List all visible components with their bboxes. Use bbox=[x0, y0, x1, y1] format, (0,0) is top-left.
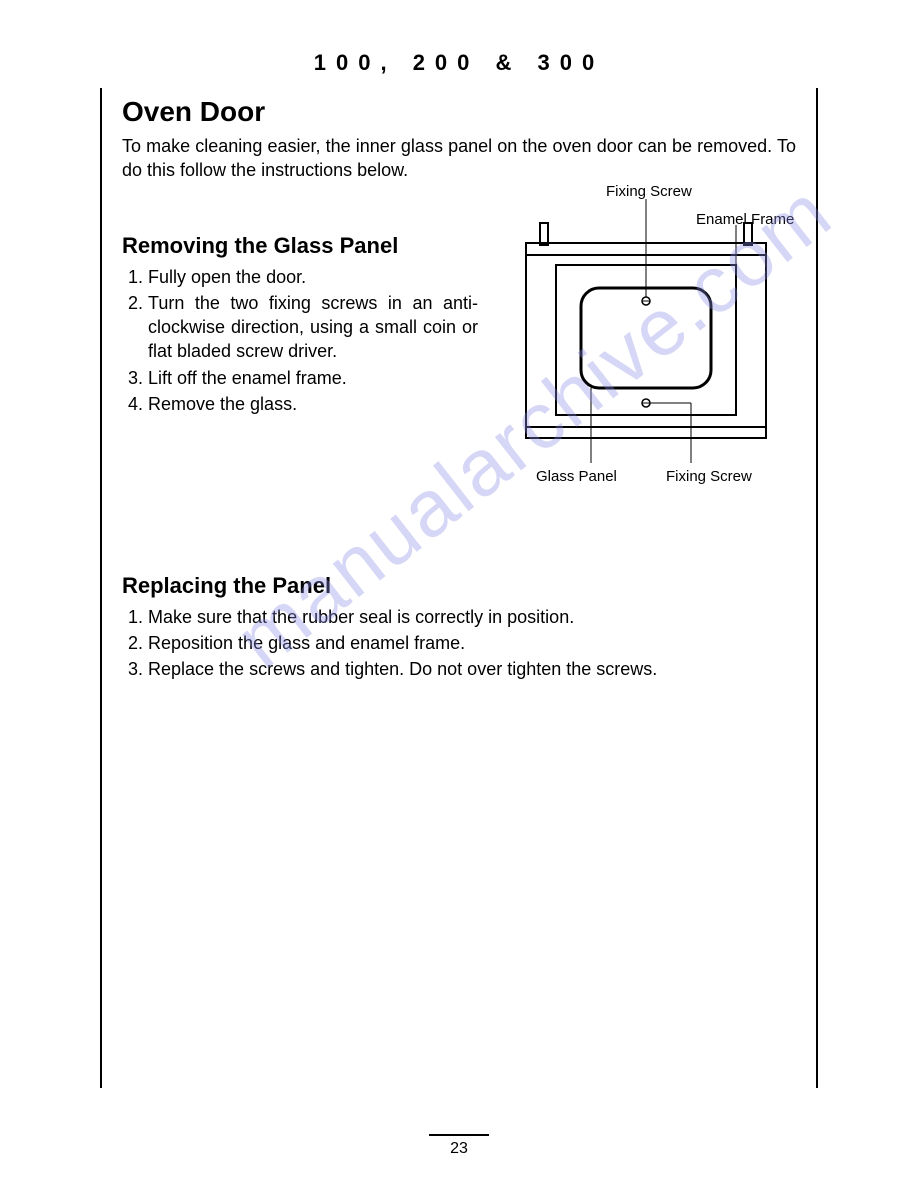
replacing-steps: Make sure that the rubber seal is correc… bbox=[122, 605, 796, 682]
removing-heading: Removing the Glass Panel bbox=[122, 233, 478, 259]
removing-step: Fully open the door. bbox=[148, 265, 478, 289]
replacing-step: Replace the screws and tighten. Do not o… bbox=[148, 657, 796, 681]
intro-paragraph: To make cleaning easier, the inner glass… bbox=[122, 134, 796, 183]
oven-door-diagram: Fixing Screw Enamel Frame Glass Panel Fi… bbox=[496, 183, 796, 463]
page-footer: 23 bbox=[0, 1134, 918, 1158]
model-header: 100, 200 & 300 bbox=[100, 50, 818, 76]
label-enamel-frame: Enamel Frame bbox=[696, 211, 794, 228]
page-title: Oven Door bbox=[122, 96, 796, 128]
removing-step: Remove the glass. bbox=[148, 392, 478, 416]
removing-step: Lift off the enamel frame. bbox=[148, 366, 478, 390]
footer-rule bbox=[429, 1134, 489, 1136]
replacing-step: Reposition the glass and enamel frame. bbox=[148, 631, 796, 655]
content-frame: Oven Door To make cleaning easier, the i… bbox=[100, 88, 818, 1088]
removing-step: Turn the two fixing screws in an anti-cl… bbox=[148, 291, 478, 364]
replacing-step: Make sure that the rubber seal is correc… bbox=[148, 605, 796, 629]
removing-steps: Fully open the door. Turn the two fixing… bbox=[122, 265, 478, 417]
page-number: 23 bbox=[0, 1140, 918, 1158]
replacing-heading: Replacing the Panel bbox=[122, 573, 796, 599]
label-fixing-screw-bottom: Fixing Screw bbox=[666, 468, 752, 485]
label-fixing-screw-top: Fixing Screw bbox=[606, 183, 692, 200]
label-glass-panel: Glass Panel bbox=[536, 468, 617, 485]
